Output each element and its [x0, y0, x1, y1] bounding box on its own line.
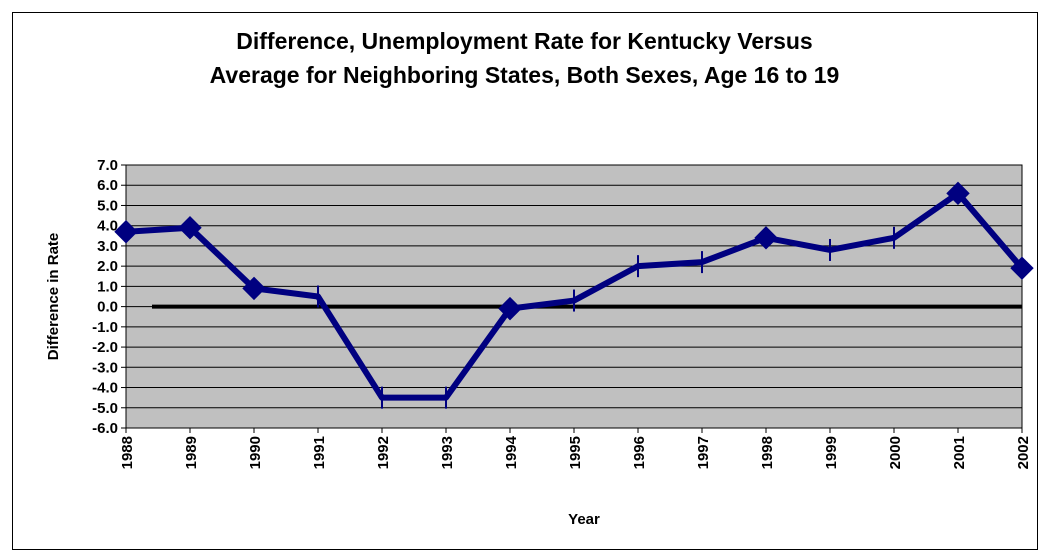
chart-title-line-1: Difference, Unemployment Rate for Kentuc…	[236, 28, 813, 54]
data-point	[946, 181, 970, 206]
x-tick-label: 1999	[823, 436, 840, 469]
data-point	[114, 220, 138, 244]
x-tick-label: 1990	[247, 436, 264, 469]
data-point	[498, 296, 522, 321]
y-tick-label: 7.0	[97, 157, 118, 174]
data-point	[754, 226, 778, 250]
x-tick-label: 2001	[951, 436, 968, 469]
data-point	[242, 276, 266, 301]
y-tick-label: 6.0	[97, 177, 118, 194]
y-tick-label: -5.0	[92, 400, 118, 417]
y-tick-label: 1.0	[97, 278, 118, 295]
x-tick-label: 1993	[439, 436, 456, 469]
x-tick-label: 1998	[759, 436, 776, 469]
series-group	[114, 181, 1034, 409]
chart-title: Difference, Unemployment Rate for Kentuc…	[0, 24, 1049, 92]
x-axis-ticks: 1988 1989 1990 1991 1992 1993 1994 1995 1996 1997…	[119, 428, 1032, 469]
y-tick-label: -4.0	[92, 380, 118, 397]
x-tick-label: 1989	[183, 436, 200, 469]
chart-title-line-2: Average for Neighboring States, Both Sex…	[209, 62, 840, 88]
x-tick-label: 1996	[631, 436, 648, 469]
y-tick-label: -6.0	[92, 420, 118, 437]
x-tick-label: 1995	[567, 436, 584, 469]
data-point	[1010, 256, 1034, 280]
x-tick-label: 1994	[503, 435, 520, 469]
y-tick-label: 4.0	[97, 218, 118, 235]
x-tick-label: 2000	[887, 436, 904, 469]
data-point	[178, 216, 202, 240]
x-tick-label: 2002	[1015, 436, 1032, 469]
x-tick-label: 1992	[375, 436, 392, 469]
y-tick-label: -2.0	[92, 339, 118, 356]
x-tick-label: 1988	[119, 436, 136, 469]
y-tick-label: -3.0	[92, 359, 118, 376]
y-tick-label: 3.0	[97, 238, 118, 255]
x-tick-label: 1997	[695, 436, 712, 469]
y-tick-label: 5.0	[97, 197, 118, 214]
x-tick-label: 1991	[311, 436, 328, 469]
y-tick-label: -1.0	[92, 319, 118, 336]
y-axis-ticks: 7.0 6.0 5.0 4.0 3.0 2.0 1.0 0.0 -1.0 -2.0 -3.0 -4.0…	[92, 157, 126, 437]
y-tick-label: 2.0	[97, 258, 118, 275]
y-axis-label: Difference in Rate	[45, 233, 62, 361]
y-tick-label: 0.0	[97, 299, 118, 316]
x-axis-label: Year	[568, 511, 600, 528]
